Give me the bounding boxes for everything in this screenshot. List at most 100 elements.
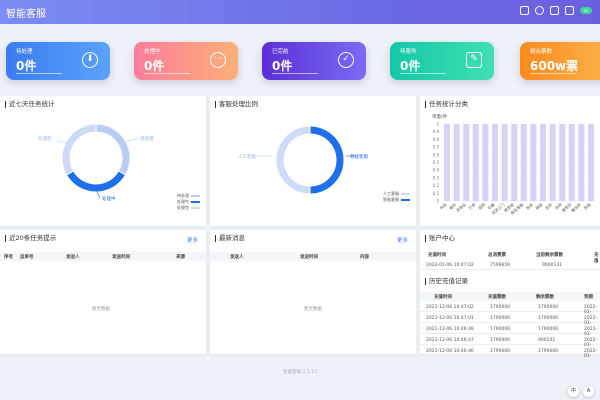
more-link[interactable]: 更多 bbox=[396, 238, 408, 244]
table-cell: 1790000 bbox=[538, 316, 559, 321]
card-label: 剩余票数 bbox=[530, 49, 553, 55]
service-ratio-legend: 人工客服 智能客服 bbox=[383, 191, 410, 203]
legend-item: 处理完 bbox=[177, 205, 200, 211]
legend-item: 人工客服 bbox=[383, 191, 410, 197]
top-header: 智能客服 on bbox=[0, 0, 600, 24]
table-row: 2021-12-06 10:46:46 1790000 1790000 2022-01… bbox=[420, 346, 600, 359]
card-value: 0件 bbox=[144, 59, 165, 73]
latest-messages-panel: 最新消息 更多 发送人 发送时间 内容 暂无数据 bbox=[210, 230, 416, 354]
bar-其他[interactable] bbox=[588, 124, 594, 201]
table-row: 2021-12-06 10:47:02 1790000 1790000 2022-01… bbox=[420, 302, 600, 315]
user-add-icon[interactable] bbox=[520, 6, 529, 15]
card-completed[interactable]: 已完结 0件 ✓ bbox=[262, 42, 366, 80]
lang-button-zh[interactable]: 中 bbox=[568, 386, 579, 397]
account-header: 充值时间 总消费票 当前剩余票数 充值 bbox=[420, 250, 600, 264]
card-value: 0件 bbox=[16, 59, 37, 73]
service-ratio-panel: 客服处理比例 人工客服 智能客服 人工客服 智能客服 bbox=[210, 96, 416, 226]
card-waiting[interactable]: 待服务 0件 ✎ bbox=[390, 42, 494, 80]
history-header: 充值时间 充值票数 剩余票数 到期 bbox=[420, 292, 600, 301]
card-underline bbox=[144, 72, 190, 74]
table-row: 2021-12-06 10:47:01 1790000 1790000 2022-01… bbox=[420, 313, 600, 326]
check-circle-icon: ✓ bbox=[338, 52, 354, 68]
panel-title: 最新消息 bbox=[215, 235, 245, 242]
y-tick-label: 0.9 bbox=[433, 129, 440, 134]
card-value: 0件 bbox=[400, 59, 421, 73]
legend-item: 智能客服 bbox=[383, 197, 410, 203]
card-label: 已完结 bbox=[272, 49, 289, 55]
table-cell: 2022-01- bbox=[584, 316, 598, 326]
app-title: 智能客服 bbox=[6, 9, 46, 20]
pie-slice-处理中[interactable] bbox=[65, 170, 127, 193]
card-underline bbox=[272, 72, 318, 74]
bar-催派件[interactable] bbox=[578, 124, 585, 201]
ellipsis-icon: ··· bbox=[210, 52, 226, 68]
bar-派送上门[interactable] bbox=[501, 124, 508, 201]
label-pending: 待处理 bbox=[140, 135, 154, 142]
empty-state: 暂无数据 bbox=[92, 307, 110, 312]
bar-联系客服[interactable] bbox=[520, 124, 527, 201]
more-link[interactable]: 更多 bbox=[186, 238, 198, 244]
table-cell: 2021-12-06 10:47:02 bbox=[426, 305, 474, 310]
bar-破损[interactable] bbox=[540, 124, 546, 201]
card-pending[interactable]: 待处理 0件 ⬇ bbox=[6, 42, 110, 80]
y-tick-label: 0.7 bbox=[433, 145, 440, 150]
pie-slice-人工客服[interactable] bbox=[275, 125, 311, 195]
bar-未知[interactable] bbox=[444, 124, 450, 201]
bar-换签收[interactable] bbox=[511, 124, 518, 201]
card-label: 待服务 bbox=[400, 49, 417, 55]
task-category-panel: 任务统计分类 单量/件 1 0.9 0.8 0.7 0.6 0.5 0.4 0.3 0.2 0.1… bbox=[420, 96, 600, 226]
label-processing: 处理中 bbox=[102, 195, 116, 202]
panel-title: 客服处理比例 bbox=[215, 101, 258, 108]
mail-icon[interactable] bbox=[565, 6, 574, 15]
bar-拦截[interactable] bbox=[492, 124, 498, 201]
table-cell: 2022-01- bbox=[584, 338, 598, 348]
bar-咨询[interactable] bbox=[559, 124, 566, 201]
bar-投诉[interactable] bbox=[530, 124, 537, 201]
x-tick-label: 退回 bbox=[477, 202, 486, 211]
bar-查物流[interactable] bbox=[568, 124, 575, 201]
y-tick-label: 0.4 bbox=[433, 168, 440, 173]
bar-催件[interactable] bbox=[453, 124, 460, 201]
y-tick-label: 1 bbox=[436, 122, 439, 127]
bar-丢件[interactable] bbox=[549, 124, 556, 201]
x-tick-label: 换签收 bbox=[503, 202, 515, 213]
bar-打单[interactable] bbox=[472, 124, 479, 201]
table-row: 2021-12-06 10:46:48 1790000 1790000 2022-01… bbox=[420, 324, 600, 337]
x-tick-label: 查物流 bbox=[561, 202, 573, 213]
support-icon[interactable] bbox=[535, 6, 544, 15]
card-tickets[interactable]: 剩余票数 600w票 bbox=[520, 42, 600, 80]
table-cell: 2022-01- bbox=[584, 349, 598, 359]
recent-tasks-panel: 近20条任务提示 更多 序号 运单号 发送人 发送时间 来源 暂无数据 bbox=[0, 230, 206, 354]
card-value: 600w票 bbox=[530, 59, 579, 73]
y-axis-label: 单量/件 bbox=[432, 113, 448, 120]
x-tick-label: 打单 bbox=[467, 202, 476, 211]
x-tick-label: 丢件 bbox=[544, 202, 553, 211]
pie-slice-处理完[interactable] bbox=[61, 123, 97, 176]
lang-button-en[interactable]: A bbox=[583, 386, 594, 397]
panel-title: 近七天任务统计 bbox=[5, 101, 55, 108]
empty-state: 暂无数据 bbox=[304, 307, 322, 312]
pie-slice-待处理[interactable] bbox=[95, 123, 131, 176]
y-tick-label: 0.8 bbox=[433, 137, 440, 142]
task-stats-panel: 近七天任务统计 处理完 待处理 处理中 待处理 处理中 处理完 bbox=[0, 96, 206, 226]
task-stats-donut: 处理完 待处理 处理中 bbox=[38, 123, 154, 202]
table-cell: 1790000 bbox=[490, 305, 511, 310]
pie-slice-智能客服[interactable] bbox=[309, 125, 345, 195]
bar-改地址[interactable] bbox=[463, 124, 470, 201]
service-ratio-donut: 人工客服 智能客服 bbox=[238, 125, 368, 195]
panel-title: 任务统计分类 bbox=[425, 101, 468, 108]
table-cell: 1790000 bbox=[538, 305, 559, 310]
x-tick-label: 拦截 bbox=[487, 202, 496, 211]
card-underline bbox=[400, 72, 446, 74]
bar-退回[interactable] bbox=[482, 124, 489, 201]
y-tick-label: 0.3 bbox=[433, 175, 440, 180]
y-tick-label: 0.2 bbox=[433, 183, 440, 188]
table-row: 2021-12-06 10:46:47 1790000 900141 2022-01- bbox=[420, 335, 600, 348]
screen-icon[interactable] bbox=[550, 6, 559, 15]
table-cell: 2021-12-06 10:46:46 bbox=[426, 349, 474, 354]
x-tick-label: 改地址 bbox=[455, 202, 467, 213]
legend-item: 处理中 bbox=[177, 199, 200, 205]
y-tick-label: 0.1 bbox=[433, 191, 440, 196]
card-processing[interactable]: 处理中 0件 ··· bbox=[134, 42, 238, 80]
status-toggle[interactable]: on bbox=[580, 7, 592, 14]
